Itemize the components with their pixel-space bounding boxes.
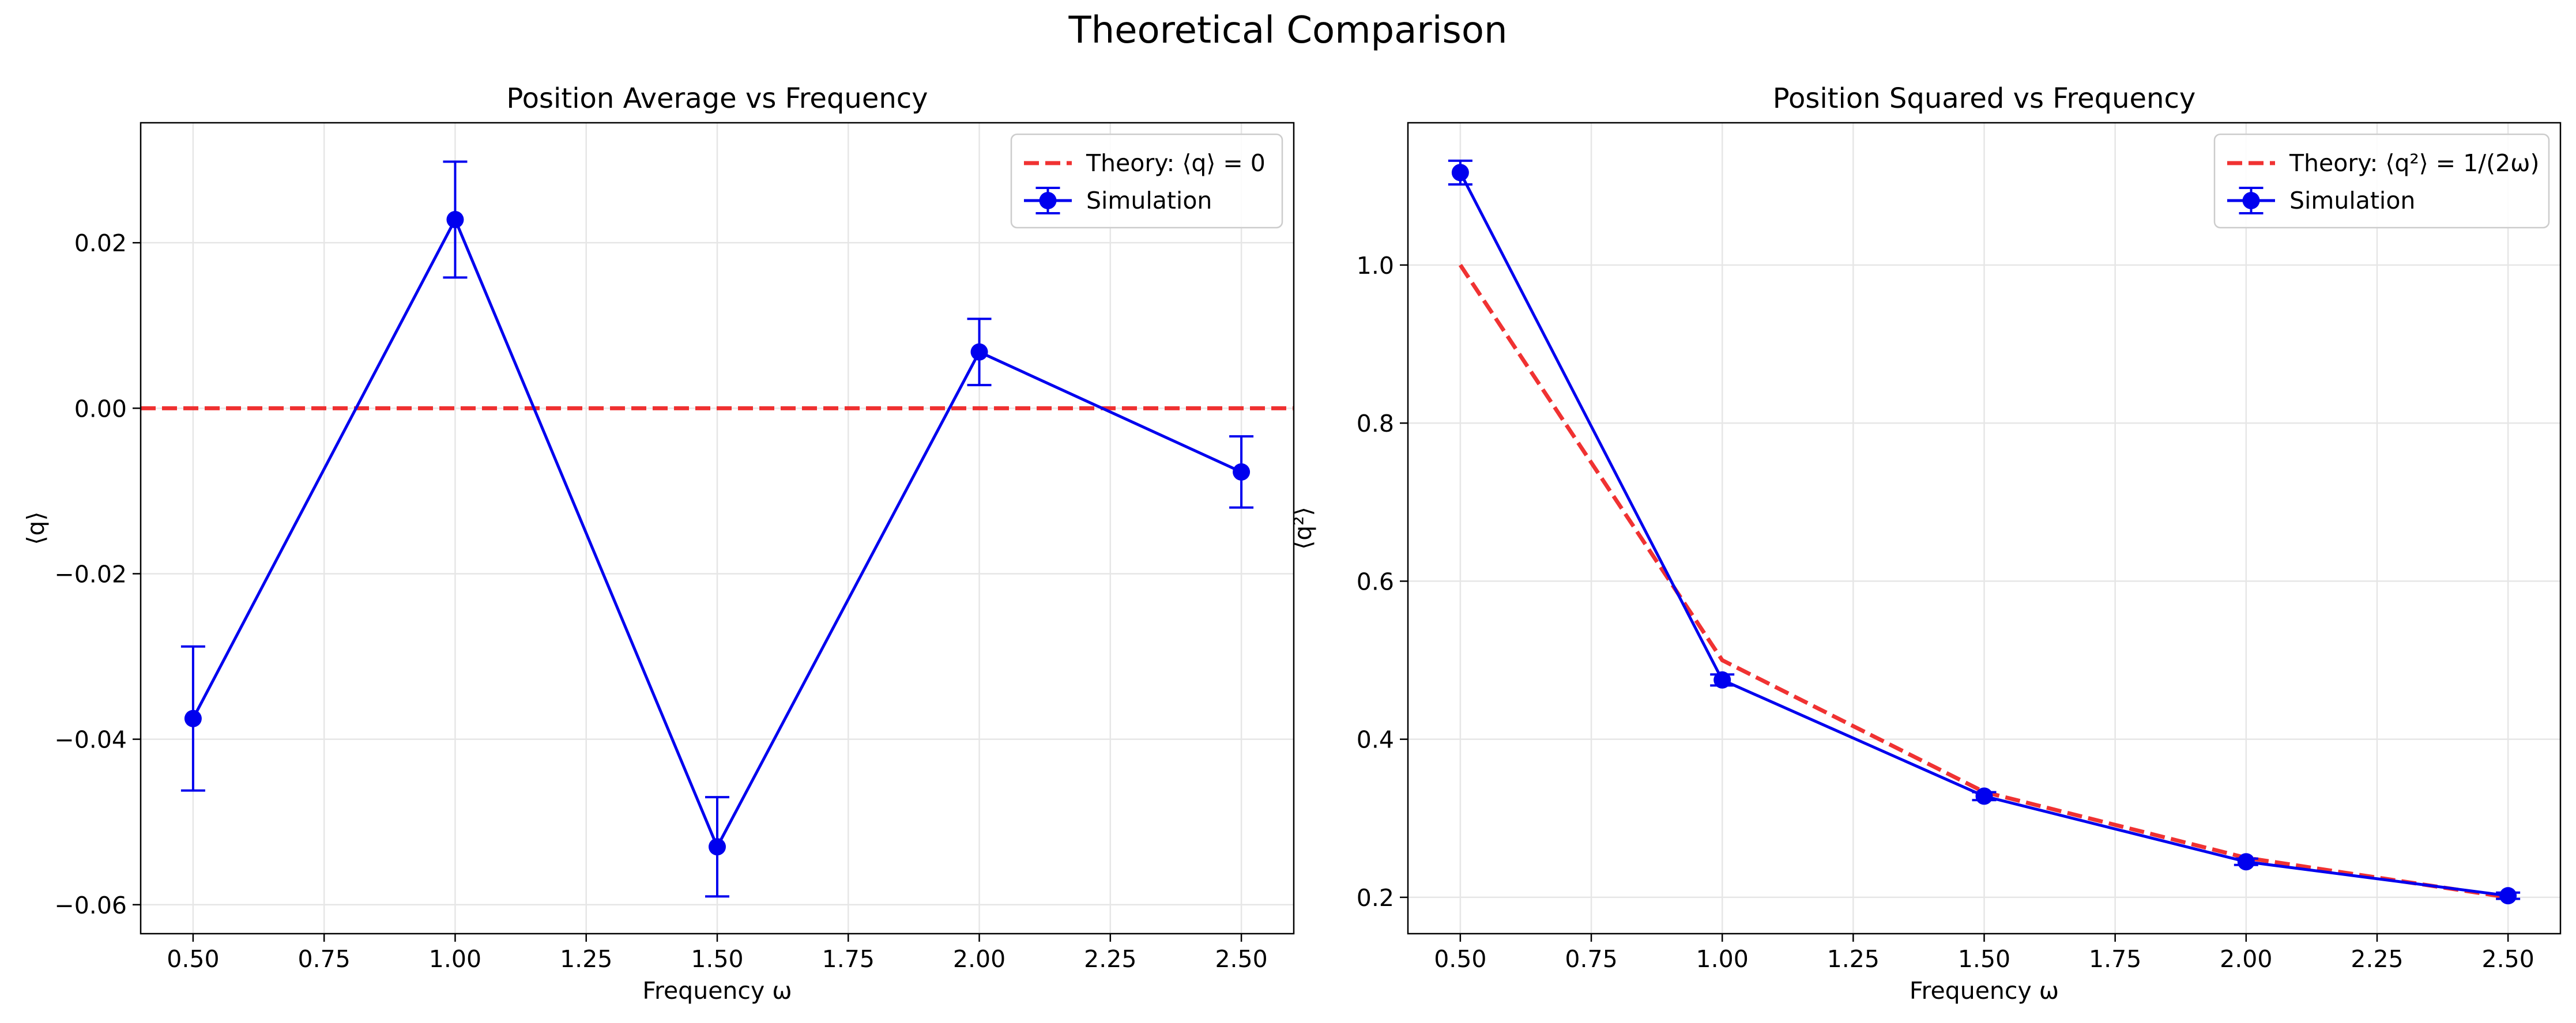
x-tick-label: 1.00 xyxy=(1696,945,1749,973)
axes-frame xyxy=(140,122,1295,935)
legend-label: Theory: ⟨q²⟩ = 1/(2ω) xyxy=(2289,149,2540,177)
x-tick-label: 2.00 xyxy=(2220,945,2272,973)
x-tick-label: 2.50 xyxy=(1215,945,1267,973)
figure-suptitle: Theoretical Comparison xyxy=(1068,9,1507,52)
x-tick-label: 1.25 xyxy=(1827,945,1880,973)
x-tick-label: 0.75 xyxy=(298,945,351,973)
legend-swatch-marker xyxy=(2242,192,2260,209)
data-point xyxy=(184,709,202,727)
x-tick-label: 1.50 xyxy=(691,945,743,973)
y-tick-label: 0.00 xyxy=(74,395,127,422)
y-tick-label: −0.02 xyxy=(54,560,127,588)
y-tick-label: 0.02 xyxy=(74,229,127,257)
data-point xyxy=(709,838,726,856)
y-axis-label: ⟨q⟩ xyxy=(22,511,50,545)
x-tick-label: 2.25 xyxy=(1084,945,1136,973)
x-tick-label: 2.00 xyxy=(953,945,1005,973)
y-axis-label: ⟨q²⟩ xyxy=(1289,507,1317,549)
panel-title: Position Squared vs Frequency xyxy=(1773,82,2196,115)
y-tick-label: 0.4 xyxy=(1357,726,1394,754)
data-point xyxy=(1233,463,1251,481)
data-point xyxy=(970,343,988,361)
plot-area xyxy=(141,160,1294,898)
y-tick-label: 0.8 xyxy=(1357,410,1394,437)
panel-title: Position Average vs Frequency xyxy=(506,82,928,115)
x-tick-label: 0.50 xyxy=(1434,945,1486,973)
data-point xyxy=(446,210,464,228)
y-tick-label: −0.06 xyxy=(54,892,127,919)
legend-box xyxy=(2213,133,2550,229)
legend-box xyxy=(1010,133,1283,229)
x-tick-label: 1.50 xyxy=(1958,945,2010,973)
data-point xyxy=(1713,671,1731,689)
x-axis-label: Frequency ω xyxy=(1910,977,2059,1005)
y-tick-label: −0.04 xyxy=(54,726,127,754)
legend-swatch-marker xyxy=(1039,192,1057,209)
y-tick-label: 0.2 xyxy=(1357,884,1394,912)
data-point xyxy=(2499,887,2517,905)
x-tick-label: 0.75 xyxy=(1565,945,1617,973)
data-point xyxy=(2237,853,2255,871)
y-tick-label: 1.0 xyxy=(1357,252,1394,280)
x-tick-label: 1.25 xyxy=(560,945,612,973)
chart-panel-position-average: 0.50 0.75 1.00 1.25 1.50 1.75 2.00 2.25 2.50 −0.0… xyxy=(22,82,1295,1005)
x-tick-label: 2.50 xyxy=(2481,945,2534,973)
chart-panel-position-squared: 0.50 0.75 1.00 1.25 1.50 1.75 2.00 2.25 2.50 0.2 0… xyxy=(1289,82,2562,1005)
x-tick-label: 2.25 xyxy=(2351,945,2403,973)
x-tick-label: 1.75 xyxy=(822,945,875,973)
data-point xyxy=(1975,787,1993,805)
x-tick-label: 0.50 xyxy=(167,945,219,973)
x-tick-label: 1.75 xyxy=(2089,945,2141,973)
legend-label: Simulation xyxy=(2289,187,2415,214)
x-axis-label: Frequency ω xyxy=(642,977,792,1005)
axes-frame xyxy=(1407,122,2562,935)
plot-area xyxy=(1448,159,2521,905)
x-tick-label: 1.00 xyxy=(429,945,481,973)
legend-label: Theory: ⟨q⟩ = 0 xyxy=(1086,149,1266,177)
legend-label: Simulation xyxy=(1086,187,1212,214)
data-point xyxy=(1451,164,1469,182)
y-tick-label: 0.6 xyxy=(1357,568,1394,595)
